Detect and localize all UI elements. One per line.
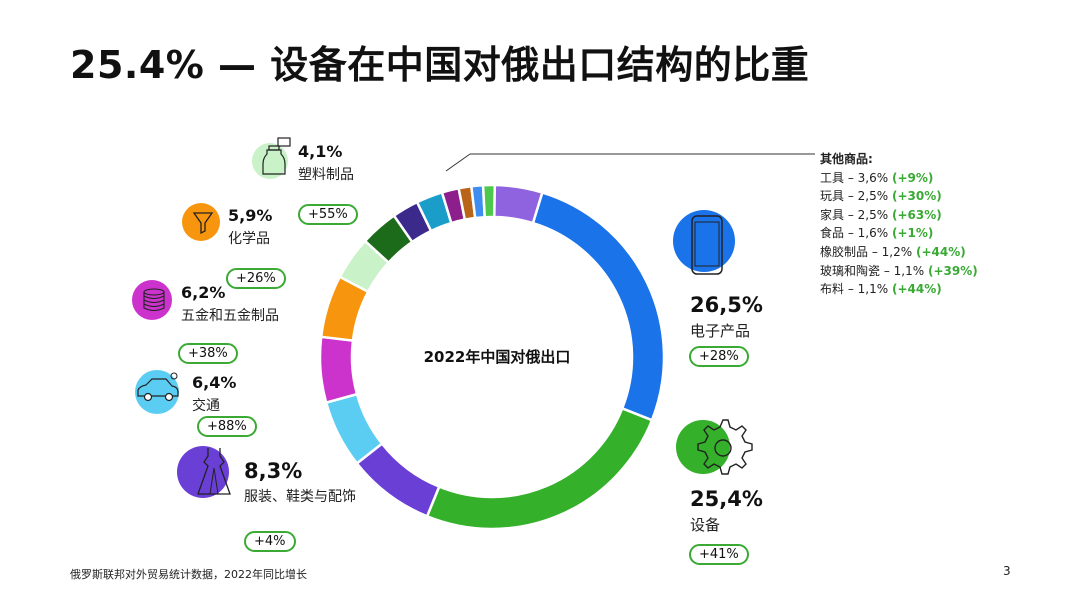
plastics-annotation: 4,1% 塑料制品 (298, 142, 354, 184)
other-goods-item: 玩具 – 2,5% (+30%) (820, 189, 942, 204)
other-goods-item: 橡胶制品 – 1,2% (+44%) (820, 244, 966, 259)
equipment-icon-circle (676, 420, 730, 474)
plastics-icon-circle (252, 143, 288, 179)
gear-icon (697, 419, 753, 475)
chart-center-label: 2022年中国对俄出口 (424, 348, 571, 366)
transport-name: 交通 (192, 398, 220, 414)
clothing-name: 服装、鞋类与配饰 (244, 489, 356, 505)
plastics-pct: 4,1% (298, 142, 343, 161)
metals-annotation: 6,2% 五金和五金制品 (181, 283, 279, 325)
metal-coins-icon (143, 288, 165, 312)
transport-growth-badge: +88% (197, 416, 257, 437)
donut-slice-14 (493, 183, 544, 225)
plastics-growth-badge: +55% (298, 204, 358, 225)
other-goods-list: 其他商品: 工具 – 3,6% (+9%) 玩具 – 2,5% (+30%) 家… (820, 150, 978, 299)
donut-slice-0 (531, 190, 666, 422)
equipment-growth-badge: +41% (689, 544, 749, 565)
plastic-bottles-icon (262, 137, 291, 175)
equipment-pct: 25,4% (690, 487, 763, 511)
other-goods-item: 食品 – 1,6% (+1%) (820, 226, 934, 241)
electronics-growth-badge: +28% (689, 346, 749, 367)
source-footnote: 俄罗斯联邦对外贸易统计数据，2022年同比增长 (70, 568, 307, 581)
transport-annotation: 6,4% 交通 (192, 373, 236, 415)
electronics-pct: 26,5% (690, 293, 763, 317)
donut-slice-13 (481, 183, 497, 219)
funnel-icon (192, 212, 214, 235)
metals-growth-badge: +38% (178, 343, 238, 364)
equipment-name: 设备 (690, 516, 721, 534)
chemicals-pct: 5,9% (228, 206, 273, 225)
page-title: 25.4% — 设备在中国对俄出口结构的比重 (70, 43, 810, 87)
other-goods-item: 工具 – 3,6% (+9%) (820, 170, 934, 185)
equipment-annotation: 25,4% 设备 (690, 487, 763, 535)
dress-icon (197, 448, 231, 495)
car-icon (137, 372, 179, 402)
metals-pct: 6,2% (181, 283, 226, 302)
donut-slice-1 (425, 406, 654, 531)
smartphone-icon (691, 215, 723, 275)
clothing-pct: 8,3% (244, 459, 303, 483)
plastics-name: 塑料制品 (298, 167, 354, 183)
electronics-annotation: 26,5% 电子产品 (690, 293, 763, 341)
donut-slices (318, 183, 666, 531)
electronics-name: 电子产品 (690, 322, 751, 340)
chemicals-name: 化学品 (228, 231, 270, 247)
other-goods-item: 玻璃和陶瓷 – 1,1% (+39%) (820, 263, 978, 278)
other-goods-heading: 其他商品: (820, 152, 873, 166)
metals-name: 五金和五金制品 (181, 308, 279, 324)
other-goods-item: 家具 – 2,5% (+63%) (820, 207, 942, 222)
page-number: 3 (1003, 564, 1011, 578)
donut-slice-4 (318, 335, 359, 405)
transport-pct: 6,4% (192, 373, 237, 392)
clothing-annotation: 8,3% 服装、鞋类与配饰 (244, 459, 356, 506)
clothing-growth-badge: +4% (244, 531, 296, 552)
electronics-icon-circle (673, 210, 735, 272)
metals-icon-circle (132, 280, 172, 320)
chemicals-growth-badge: +26% (226, 268, 286, 289)
chemicals-annotation: 5,9% 化学品 (228, 206, 272, 248)
other-goods-item: 布料 – 1,1% (+44%) (820, 282, 942, 297)
other-goods-leader-line (445, 153, 471, 172)
